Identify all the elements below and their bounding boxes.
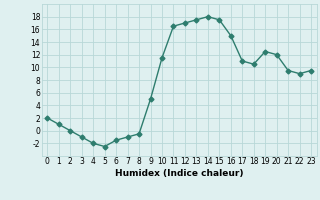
X-axis label: Humidex (Indice chaleur): Humidex (Indice chaleur) [115,169,244,178]
